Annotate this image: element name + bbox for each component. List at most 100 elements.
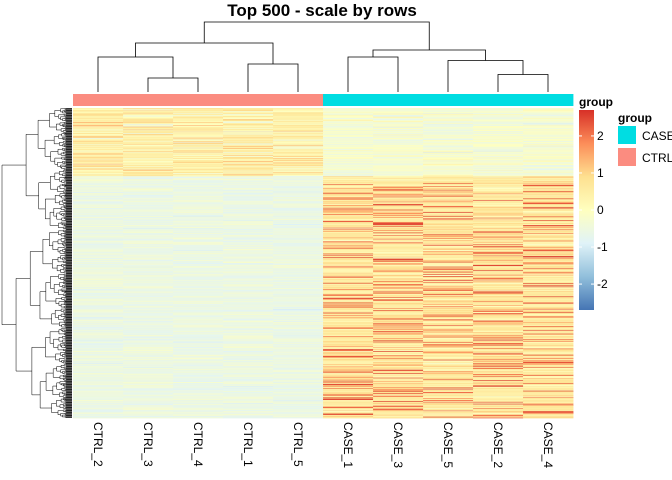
heatmap-cell bbox=[523, 370, 574, 372]
heatmap-cell bbox=[73, 249, 124, 251]
heatmap-cell bbox=[273, 166, 324, 168]
heatmap-cell bbox=[173, 195, 224, 197]
heatmap-cell bbox=[523, 246, 574, 248]
heatmap-cell bbox=[523, 261, 574, 263]
heatmap-cell bbox=[73, 214, 124, 216]
heatmap-cell bbox=[223, 294, 274, 296]
heatmap-cell bbox=[423, 369, 474, 371]
heatmap-cell bbox=[473, 287, 524, 289]
row-dendrogram-branch bbox=[65, 408, 72, 410]
heatmap-cell bbox=[373, 378, 424, 380]
heatmap-cell bbox=[223, 357, 274, 359]
heatmap-cell bbox=[73, 301, 124, 303]
heatmap-cell bbox=[373, 241, 424, 243]
heatmap-cell bbox=[473, 175, 524, 177]
heatmap-cell bbox=[273, 122, 324, 124]
heatmap-cell bbox=[273, 228, 324, 230]
heatmap-cell bbox=[523, 108, 574, 110]
heatmap-cell bbox=[173, 160, 224, 162]
heatmap-cell bbox=[273, 222, 324, 224]
heatmap-cell bbox=[223, 372, 274, 374]
heatmap-cell bbox=[173, 301, 224, 303]
heatmap-cell bbox=[73, 165, 124, 167]
heatmap-cell bbox=[223, 240, 274, 242]
heatmap-cell bbox=[423, 159, 474, 161]
heatmap-cell bbox=[373, 140, 424, 142]
heatmap-cell bbox=[73, 277, 124, 279]
column-dendrogram-branch bbox=[135, 42, 274, 64]
heatmap-cell bbox=[523, 245, 574, 247]
heatmap-cell bbox=[73, 262, 124, 264]
heatmap-cell bbox=[223, 143, 274, 145]
heatmap-cell bbox=[373, 267, 424, 269]
heatmap-cell bbox=[373, 129, 424, 131]
heatmap-cell bbox=[223, 125, 274, 127]
heatmap-cell bbox=[123, 334, 174, 336]
heatmap-cell bbox=[523, 264, 574, 266]
row-dendrogram-branch bbox=[65, 155, 72, 157]
heatmap-cell bbox=[373, 292, 424, 294]
heatmap-cell bbox=[73, 182, 124, 184]
heatmap-cell bbox=[523, 329, 574, 331]
row-dendrogram-branch bbox=[56, 123, 62, 131]
heatmap-cell bbox=[373, 235, 424, 237]
heatmap-cell bbox=[223, 241, 274, 243]
heatmap-cell bbox=[523, 354, 574, 356]
heatmap-cell bbox=[373, 113, 424, 115]
heatmap-cell bbox=[223, 257, 274, 259]
heatmap-cell bbox=[523, 189, 574, 191]
heatmap-cell bbox=[123, 356, 174, 358]
heatmap-cell bbox=[373, 197, 424, 199]
heatmap-cell bbox=[73, 330, 124, 332]
row-dendrogram-branch bbox=[64, 269, 72, 271]
heatmap-cell bbox=[123, 279, 174, 281]
heatmap-cell bbox=[323, 165, 374, 167]
heatmap-cell bbox=[223, 145, 274, 147]
heatmap-cell bbox=[73, 380, 124, 382]
heatmap-cell bbox=[123, 195, 174, 197]
heatmap-cell bbox=[223, 259, 274, 261]
heatmap-cell bbox=[473, 310, 524, 312]
heatmap-cell bbox=[73, 191, 124, 193]
heatmap-cell bbox=[273, 354, 324, 356]
heatmap-cell bbox=[173, 329, 224, 331]
heatmap-cell bbox=[323, 307, 374, 309]
heatmap-cell bbox=[523, 130, 574, 132]
heatmap-cell bbox=[423, 122, 474, 124]
heatmap-cell bbox=[73, 246, 124, 248]
heatmap-cell bbox=[173, 148, 224, 150]
heatmap-cell bbox=[473, 329, 524, 331]
heatmap-cell bbox=[123, 324, 174, 326]
heatmap-cell bbox=[173, 262, 224, 264]
heatmap-cell bbox=[523, 227, 574, 229]
heatmap-cell bbox=[473, 221, 524, 223]
heatmap-cell bbox=[473, 320, 524, 322]
heatmap-cell bbox=[223, 117, 274, 119]
heatmap-cell bbox=[373, 184, 424, 186]
heatmap-cell bbox=[273, 153, 324, 155]
heatmap-cell bbox=[73, 332, 124, 334]
heatmap-cell bbox=[323, 126, 374, 128]
heatmap-cell bbox=[173, 212, 224, 214]
heatmap-cell bbox=[223, 305, 274, 307]
heatmap-cell bbox=[173, 332, 224, 334]
heatmap-cell bbox=[523, 147, 574, 149]
heatmap-cell bbox=[423, 244, 474, 246]
heatmap-cell bbox=[323, 321, 374, 323]
heatmap-cell bbox=[123, 283, 174, 285]
heatmap-cell bbox=[323, 261, 374, 263]
heatmap-cell bbox=[323, 173, 374, 175]
heatmap-cell bbox=[73, 129, 124, 131]
heatmap-cell bbox=[523, 233, 574, 235]
row-dendrogram-branch bbox=[62, 249, 65, 252]
row-dendrogram-branch bbox=[45, 372, 54, 391]
heatmap-cell bbox=[373, 139, 424, 141]
heatmap-cell bbox=[473, 189, 524, 191]
heatmap-cell bbox=[173, 227, 224, 229]
heatmap-cell bbox=[173, 130, 224, 132]
heatmap-cell bbox=[73, 320, 124, 322]
heatmap-cell bbox=[423, 331, 474, 333]
heatmap-cell bbox=[423, 269, 474, 271]
heatmap-cell bbox=[373, 184, 424, 186]
row-dendrogram-branch bbox=[65, 314, 72, 316]
